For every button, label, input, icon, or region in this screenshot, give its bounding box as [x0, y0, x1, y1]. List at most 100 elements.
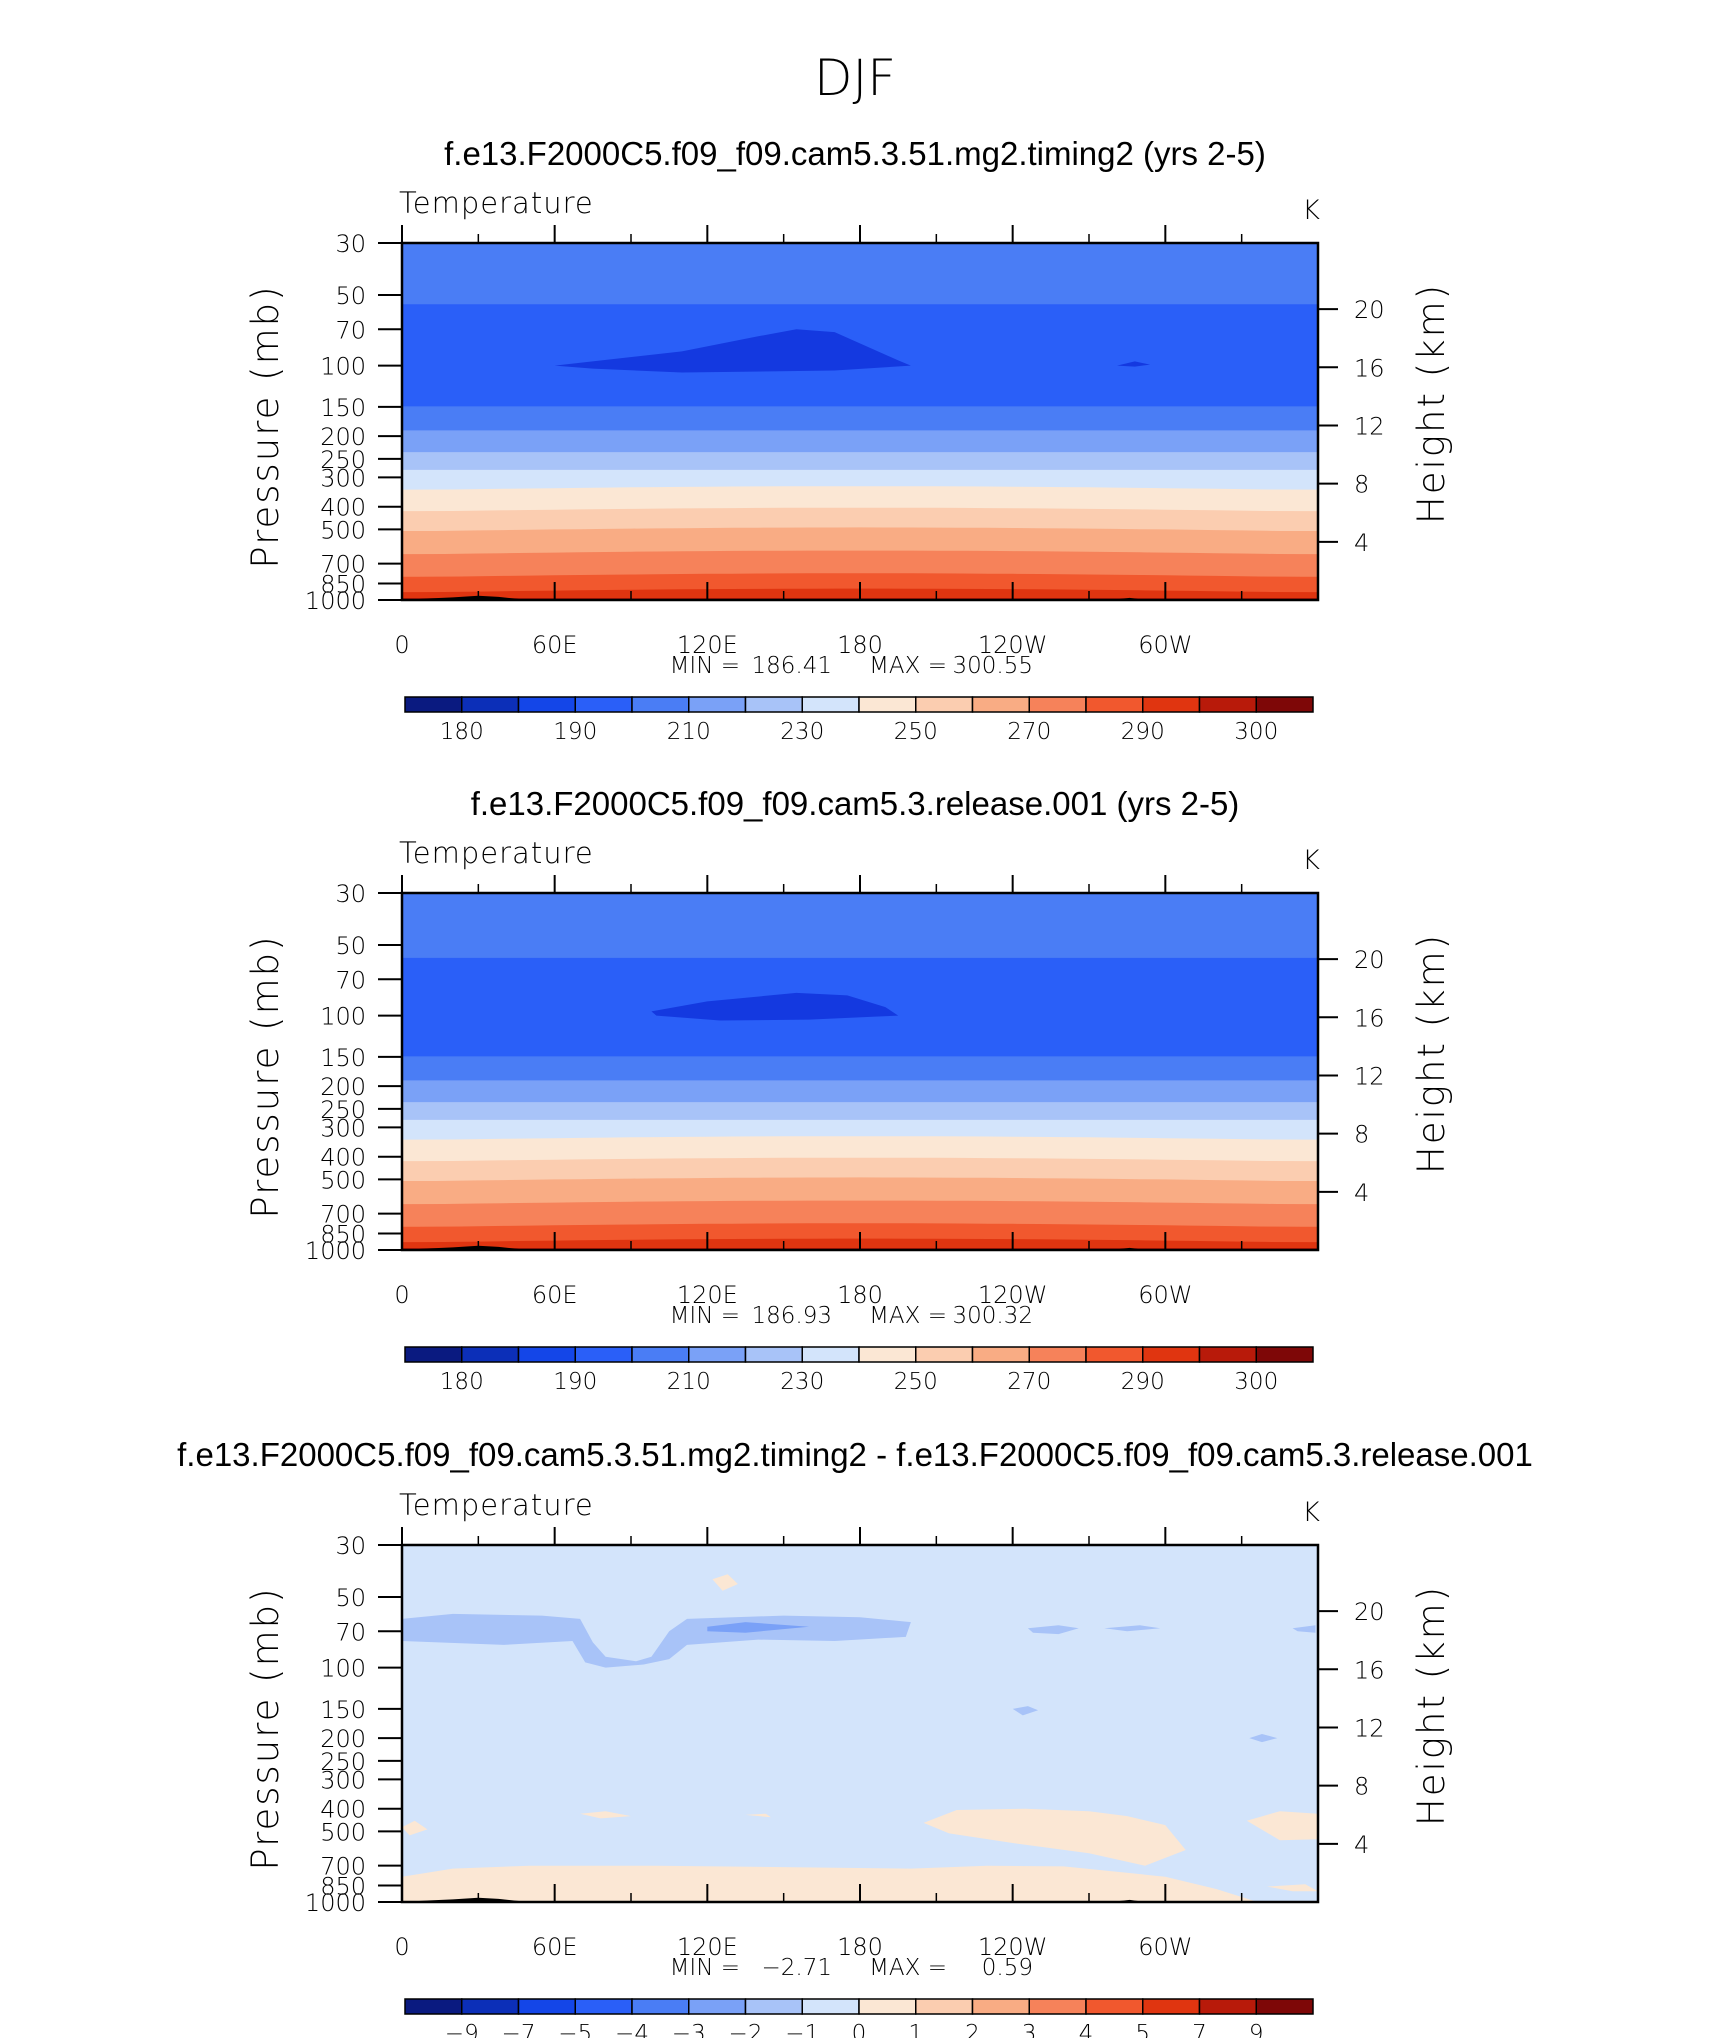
y-tick-label: 1000 — [305, 587, 366, 615]
colorbar-label: 3 — [1022, 2021, 1037, 2038]
colorbar-swatch — [688, 1998, 747, 2015]
y-tick-label: 850 — [320, 1220, 366, 1248]
y-tick-label: 150 — [320, 394, 366, 422]
x-tick-label: 60E — [532, 631, 578, 659]
colorbar-label: 1 — [908, 2021, 923, 2038]
y2-tick-label: 12 — [1354, 1714, 1385, 1742]
x-tick-label: 120E — [677, 1281, 738, 1309]
x-tick-label: 180 — [837, 1933, 883, 1961]
colorbar-swatch — [461, 1346, 520, 1363]
colorbar-swatch — [1142, 696, 1201, 713]
y-tick-label: 30 — [335, 230, 366, 258]
colorbar-swatch — [1198, 1346, 1257, 1363]
colorbar-label: −1 — [785, 2021, 819, 2038]
y-tick-label: 250 — [320, 1096, 366, 1124]
diff-contour — [1292, 1625, 1316, 1633]
colorbar-swatch — [688, 696, 747, 713]
colorbar-label: −2 — [729, 2021, 763, 2038]
colorbar-swatch — [1198, 696, 1257, 713]
colorbar-swatch — [404, 696, 463, 713]
colorbar-swatch — [1198, 1998, 1257, 2015]
y-tick-label: 100 — [320, 1003, 366, 1031]
x-tick-label: 120E — [677, 631, 738, 659]
x-tick-label: 60E — [532, 1933, 578, 1961]
panel-1: f.e13.F2000C5.f09_f09.cam5.3.51.mg2.timi… — [244, 135, 1453, 745]
x-tick-label: 0 — [394, 631, 409, 659]
diff-contour — [402, 1865, 1255, 1902]
left-string: Temperature — [399, 1488, 594, 1522]
diff-contour — [923, 1808, 1186, 1866]
y-tick-label: 70 — [335, 966, 366, 994]
y-tick-label: 150 — [320, 1044, 366, 1072]
colorbar-label: −3 — [672, 2021, 706, 2038]
colorbar-swatch — [801, 696, 860, 713]
colorbar-label: 300 — [1234, 719, 1278, 745]
y-tick-label: 70 — [335, 316, 366, 344]
min-label: MIN = — [670, 1303, 740, 1329]
min-value: −2.71 — [762, 1955, 832, 1981]
y-tick-label: 250 — [320, 1748, 366, 1776]
max-label: MAX = — [869, 653, 947, 679]
y-tick-label: 500 — [320, 1818, 366, 1846]
y2-tick-label: 4 — [1354, 1831, 1369, 1859]
y-tick-label: 50 — [335, 282, 366, 310]
plot-area — [402, 1545, 1318, 1902]
y2-tick-label: 4 — [1354, 529, 1369, 557]
colorbar-label: −5 — [558, 2021, 592, 2038]
panel-title: f.e13.F2000C5.f09_f09.cam5.3.51.mg2.timi… — [444, 135, 1266, 172]
colorbar-swatch — [461, 696, 520, 713]
colorbar-swatch — [631, 1346, 690, 1363]
panel-3: f.e13.F2000C5.f09_f09.cam5.3.51.mg2.timi… — [177, 1436, 1533, 2038]
x-tick-label: 120W — [978, 1281, 1048, 1309]
left-string: Temperature — [399, 186, 594, 220]
y-tick-label: 30 — [335, 1532, 366, 1560]
max-label: MAX = — [869, 1955, 947, 1981]
diff-contour — [1104, 1625, 1161, 1632]
y-tick-label: 300 — [320, 1766, 366, 1794]
diff-contour — [712, 1574, 738, 1591]
x-tick-label: 120E — [677, 1933, 738, 1961]
y-tick-label: 700 — [320, 551, 366, 579]
y-tick-label: 850 — [320, 1872, 366, 1900]
y-tick-label: 150 — [320, 1696, 366, 1724]
y2-tick-label: 4 — [1354, 1179, 1369, 1207]
colorbar-swatch — [858, 1346, 917, 1363]
colorbar-swatch — [631, 696, 690, 713]
y-tick-label: 50 — [335, 1584, 366, 1612]
y-tick-label: 70 — [335, 1618, 366, 1646]
x-tick-label: 180 — [837, 631, 883, 659]
y-tick-label: 200 — [320, 1073, 366, 1101]
y2-tick-label: 16 — [1354, 1656, 1385, 1684]
y-tick-label: 400 — [320, 494, 366, 522]
plot-area — [402, 243, 1318, 600]
colorbar-swatch — [801, 1998, 860, 2015]
colorbar-label: 4 — [1079, 2021, 1094, 2038]
colorbar-label: 0 — [852, 2021, 867, 2038]
colorbar-swatch — [971, 1346, 1030, 1363]
left-string: Temperature — [399, 836, 594, 870]
y2-tick-label: 12 — [1354, 412, 1385, 440]
colorbar-swatch — [1142, 1346, 1201, 1363]
colorbar-label: 180 — [440, 719, 484, 745]
colorbar-swatch — [517, 1346, 576, 1363]
y2-tick-label: 16 — [1354, 354, 1385, 382]
colorbar-swatch — [858, 1998, 917, 2015]
colorbar-swatch — [744, 696, 803, 713]
colorbar-swatch — [915, 1346, 974, 1363]
y2-axis-label: Height (km) — [1410, 1585, 1453, 1826]
y-axis-label: Pressure (mb) — [244, 934, 287, 1218]
min-label: MIN = — [670, 1955, 740, 1981]
diff-contour — [1267, 1884, 1318, 1892]
y2-tick-label: 8 — [1354, 1773, 1369, 1801]
x-tick-label: 60W — [1138, 1933, 1192, 1961]
y-tick-label: 100 — [320, 353, 366, 381]
panel-2: f.e13.F2000C5.f09_f09.cam5.3.release.001… — [244, 785, 1453, 1395]
colorbar-swatch — [915, 1998, 974, 2015]
x-tick-label: 120W — [978, 631, 1048, 659]
right-string: K — [1302, 1497, 1320, 1528]
colorbar-label: 9 — [1249, 2021, 1264, 2038]
colorbar-swatch — [404, 1346, 463, 1363]
plot-area — [402, 893, 1318, 1250]
colorbar: 180 190 210 230 250 270 290 300 — [404, 1346, 1314, 1395]
right-string: K — [1302, 845, 1320, 876]
